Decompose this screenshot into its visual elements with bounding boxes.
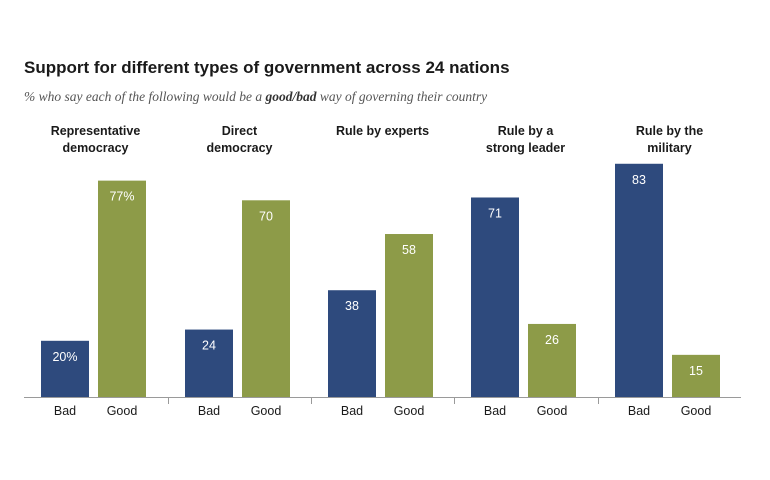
category-label: Bad xyxy=(484,404,506,418)
category-label: Bad xyxy=(54,404,76,418)
group-title-line: democracy xyxy=(62,141,128,155)
group-title: Rule by a strong leader xyxy=(486,124,565,155)
bar-good xyxy=(528,323,576,397)
bar-bad xyxy=(471,197,519,397)
bar-bad xyxy=(328,290,376,397)
category-label: Good xyxy=(537,404,568,418)
bar-value-label: 70 xyxy=(259,209,273,223)
group-title-line: Direct xyxy=(222,124,258,138)
group-title-line: Representative xyxy=(51,124,141,138)
subtitle-prefix: % who say each of the following would be… xyxy=(24,89,266,104)
subtitle-suffix: way of governing their country xyxy=(316,89,488,104)
group-title-line: strong leader xyxy=(486,141,565,155)
bar-value-label: 15 xyxy=(689,364,703,378)
group-title-line: Rule by a xyxy=(498,124,555,138)
bar-bad xyxy=(615,163,663,397)
subtitle-good: good xyxy=(265,89,293,104)
bar-good xyxy=(385,234,433,397)
group-title-line: democracy xyxy=(206,141,272,155)
bar-value-label: 20% xyxy=(52,350,77,364)
chart-subtitle: % who say each of the following would be… xyxy=(24,89,487,105)
bar-value-label: 38 xyxy=(345,299,359,313)
bar-value-label: 26 xyxy=(545,333,559,347)
bar-value-label: 71 xyxy=(488,206,502,220)
group-title-line: Rule by experts xyxy=(336,124,429,138)
category-label: Good xyxy=(251,404,282,418)
bar-value-label: 77% xyxy=(109,190,134,204)
subtitle-slash: / xyxy=(292,89,297,104)
bar-good xyxy=(672,354,720,397)
bar-value-label: 83 xyxy=(632,173,646,187)
chart-title: Support for different types of governmen… xyxy=(24,58,510,77)
group-title-line: Rule by the xyxy=(636,124,703,138)
bar-value-label: 24 xyxy=(202,339,216,353)
category-label: Bad xyxy=(341,404,363,418)
subtitle-bad: bad xyxy=(296,89,317,104)
bar-good xyxy=(98,180,146,397)
group-title-line: military xyxy=(647,141,692,155)
category-label: Good xyxy=(394,404,425,418)
group-title: Representative democracy xyxy=(51,124,141,155)
category-label: Good xyxy=(107,404,138,418)
group-title: Rule by the military xyxy=(636,124,703,155)
bar-bad xyxy=(185,329,233,397)
bar-good xyxy=(242,200,290,397)
category-label: Good xyxy=(681,404,712,418)
category-label: Bad xyxy=(628,404,650,418)
category-label: Bad xyxy=(198,404,220,418)
group-title: Direct democracy xyxy=(206,124,272,155)
bar-bad xyxy=(41,340,89,397)
bar-value-label: 58 xyxy=(402,243,416,257)
group-title: Rule by experts xyxy=(336,124,429,138)
